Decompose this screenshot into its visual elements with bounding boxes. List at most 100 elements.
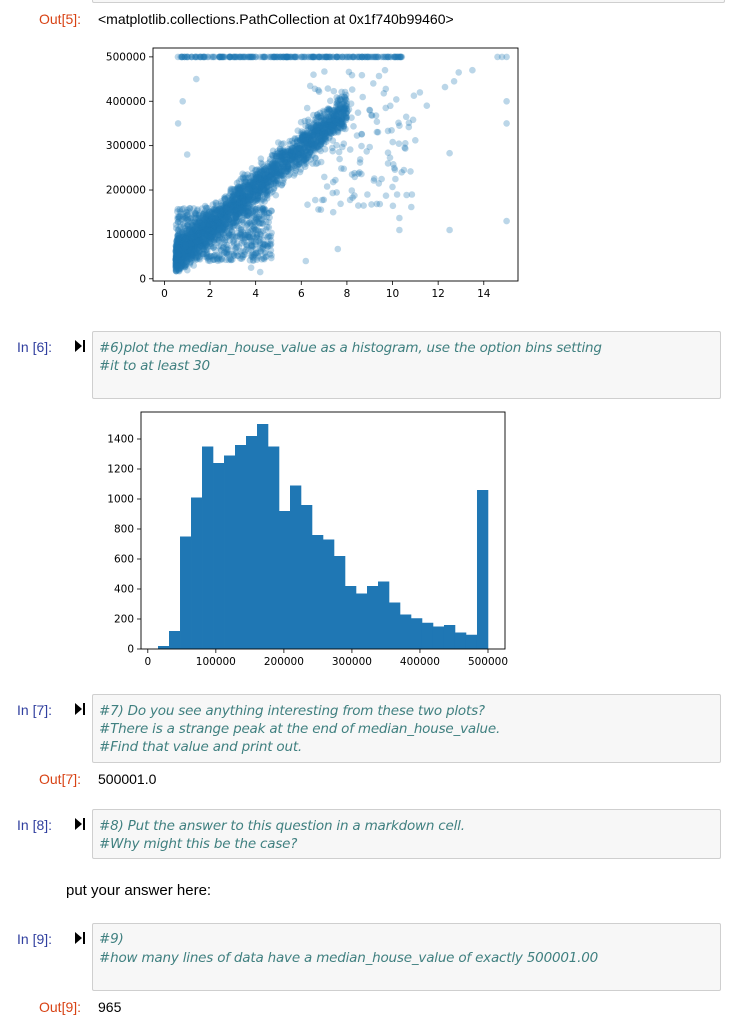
scatter-point: [233, 201, 241, 208]
scatter-point: [275, 139, 282, 146]
scatter-point: [182, 245, 189, 252]
scatter-point: [172, 256, 180, 264]
scatter-point: [335, 116, 342, 123]
scatter-point: [232, 209, 240, 217]
scatter-point: [309, 142, 316, 150]
scatter-point: [188, 245, 195, 252]
code-cell-9[interactable]: #9) #how many lines of data have a media…: [92, 923, 721, 991]
scatter-point: [186, 239, 193, 247]
run-cell-icon[interactable]: [75, 932, 85, 944]
scatter-point: [346, 146, 354, 153]
scatter-point: [278, 147, 286, 154]
scatter-point: [218, 200, 225, 207]
scatter-point: [191, 230, 199, 237]
scatter-point: [206, 226, 213, 234]
scatter-point: [319, 120, 327, 128]
scatter-point: [334, 126, 341, 134]
scatter-point: [319, 196, 326, 204]
scatter-point: [240, 188, 247, 195]
histogram-bar: [367, 586, 379, 649]
scatter-point: [242, 205, 249, 212]
scatter-point: [211, 237, 218, 244]
scatter-point: [262, 166, 269, 174]
scatter-point: [261, 184, 269, 192]
scatter-point: [215, 222, 223, 229]
code-cell-8[interactable]: #8) Put the answer to this question in a…: [92, 809, 721, 859]
scatter-point: [220, 231, 227, 238]
scatter-point: [218, 234, 225, 242]
run-cell-icon[interactable]: [75, 703, 85, 715]
x-tick-label: 300000: [332, 656, 372, 668]
scatter-point: [237, 208, 245, 216]
run-cell-icon[interactable]: [75, 818, 85, 830]
scatter-point: [326, 117, 334, 125]
scatter-point: [178, 262, 186, 269]
code-cell-7[interactable]: #7) Do you see anything interesting from…: [92, 694, 721, 763]
scatter-point: [197, 240, 204, 247]
scatter-point: [243, 202, 250, 209]
scatter-point: [253, 187, 260, 194]
scatter-point: [209, 201, 217, 208]
scatter-point: [410, 92, 418, 99]
scatter-point: [196, 229, 203, 237]
scatter-point: [205, 207, 213, 215]
scatter-point: [289, 152, 296, 159]
scatter-point: [320, 119, 327, 127]
scatter-point: [234, 210, 241, 218]
scatter-point: [218, 227, 225, 234]
scatter-point: [279, 161, 286, 169]
histogram-bar: [323, 539, 335, 649]
histogram-bar: [257, 424, 269, 649]
scatter-point: [180, 262, 188, 270]
scatter-point: [203, 218, 210, 225]
scatter-point: [341, 104, 349, 111]
scatter-point: [253, 177, 260, 185]
scatter-point: [227, 219, 234, 226]
scatter-point: [384, 127, 392, 135]
scatter-point: [210, 230, 218, 238]
scatter-point: [393, 191, 401, 198]
scatter-point: [208, 207, 216, 215]
code-cell-6[interactable]: #6)plot the median_house_value as a hist…: [92, 331, 721, 399]
scatter-point: [270, 169, 278, 176]
scatter-point: [246, 182, 253, 189]
scatter-point: [210, 218, 218, 225]
run-cell-icon[interactable]: [75, 340, 85, 352]
scatter-point: [309, 151, 316, 159]
scatter-point: [188, 244, 196, 251]
scatter-point: [190, 231, 197, 238]
scatter-point: [200, 227, 208, 235]
scatter-point: [216, 217, 223, 225]
scatter-point: [197, 227, 205, 235]
scatter-point: [205, 227, 212, 234]
scatter-point: [288, 137, 296, 145]
scatter-point: [291, 153, 299, 161]
scatter-point: [293, 149, 301, 156]
scatter-point: [310, 141, 318, 148]
scatter-point: [341, 93, 348, 101]
scatter-point: [263, 195, 271, 202]
markdown-answer-text[interactable]: put your answer here:: [66, 882, 212, 899]
scatter-point: [294, 145, 301, 152]
scatter-point: [231, 186, 239, 193]
scatter-point: [312, 135, 319, 143]
scatter-point: [271, 177, 278, 185]
scatter-point: [175, 261, 183, 269]
scatter-point: [227, 196, 234, 204]
scatter-point: [201, 230, 208, 237]
scatter-point: [188, 251, 195, 258]
scatter-point: [303, 139, 311, 147]
scatter-point: [327, 123, 334, 131]
scatter-point: [240, 193, 248, 200]
scatter-point: [206, 221, 214, 228]
scatter-point: [331, 126, 339, 133]
scatter-point: [312, 122, 320, 130]
scatter-point: [313, 131, 320, 138]
scatter-point: [341, 93, 349, 101]
scatter-point: [317, 138, 325, 146]
scatter-point: [286, 156, 293, 163]
scatter-point: [327, 97, 334, 105]
scatter-point: [260, 167, 267, 175]
scatter-point: [213, 219, 220, 227]
scatter-point: [200, 209, 208, 217]
